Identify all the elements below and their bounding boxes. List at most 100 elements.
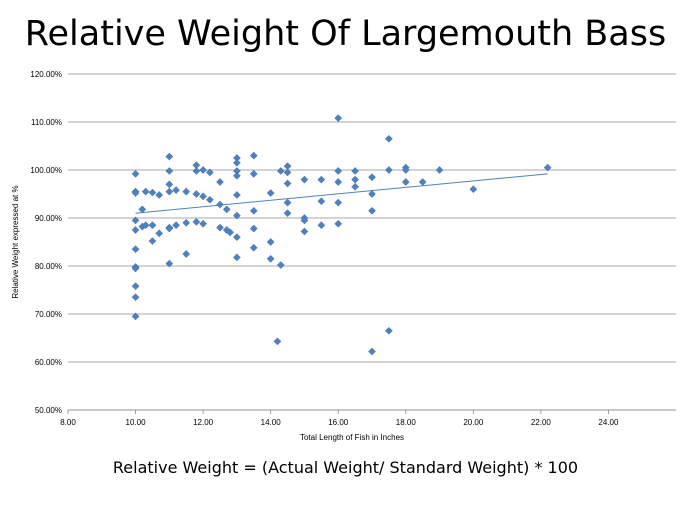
data-point xyxy=(192,190,201,198)
data-point xyxy=(165,187,174,196)
data-point xyxy=(368,173,376,182)
data-point xyxy=(148,188,157,197)
data-point xyxy=(266,238,275,246)
data-point xyxy=(131,216,140,225)
data-point xyxy=(216,200,224,209)
data-point xyxy=(141,221,150,230)
data-point xyxy=(182,218,191,227)
data-point xyxy=(148,221,157,230)
y-tick-label: 100.00% xyxy=(30,166,62,175)
data-point xyxy=(300,227,309,236)
data-point xyxy=(192,167,201,175)
data-point xyxy=(334,219,343,228)
data-point xyxy=(222,205,231,214)
data-point xyxy=(249,169,258,178)
data-point xyxy=(131,282,140,291)
y-tick-label: 80.00% xyxy=(35,262,62,271)
data-point xyxy=(300,175,309,184)
data-point xyxy=(317,197,326,206)
data-point xyxy=(148,237,157,245)
data-point xyxy=(351,167,359,175)
data-point xyxy=(435,166,444,174)
data-point xyxy=(131,189,140,197)
trendline xyxy=(135,173,548,214)
data-point xyxy=(266,189,275,197)
data-point xyxy=(385,326,393,335)
x-tick-label: 12.00 xyxy=(193,418,214,427)
data-point xyxy=(283,179,292,188)
data-point xyxy=(276,261,285,269)
data-point xyxy=(283,168,292,177)
data-point xyxy=(276,167,285,175)
x-tick-label: 18.00 xyxy=(396,418,417,427)
data-point xyxy=(273,337,282,346)
data-point xyxy=(165,180,174,189)
data-point xyxy=(249,206,258,215)
data-point xyxy=(385,166,393,174)
data-point xyxy=(155,191,164,199)
data-point xyxy=(334,114,343,123)
data-point xyxy=(317,221,326,230)
data-point xyxy=(334,167,343,175)
x-tick-label: 22.00 xyxy=(531,418,552,427)
data-point xyxy=(182,250,191,258)
data-point xyxy=(469,185,478,194)
data-point xyxy=(266,254,275,263)
data-point xyxy=(233,158,241,167)
data-point xyxy=(141,187,150,196)
data-point xyxy=(317,175,326,184)
data-point xyxy=(401,178,410,186)
y-tick-label: 60.00% xyxy=(35,358,62,367)
y-axis-label: Relative Weight expressed at % xyxy=(11,185,20,298)
y-tick-label: 70.00% xyxy=(35,310,62,319)
data-point xyxy=(233,211,241,220)
y-tick-label: 50.00% xyxy=(35,406,62,415)
data-point xyxy=(131,293,140,302)
data-point xyxy=(368,206,376,215)
data-point xyxy=(283,209,292,218)
x-tick-label: 14.00 xyxy=(261,418,282,427)
data-point xyxy=(131,245,140,254)
data-point xyxy=(418,178,427,186)
data-point xyxy=(172,221,180,230)
x-axis-label: Total Length of Fish in Inches xyxy=(300,433,404,442)
x-tick-label: 16.00 xyxy=(328,418,349,427)
data-point xyxy=(283,198,292,207)
data-point xyxy=(165,152,174,161)
grid-lines xyxy=(68,73,676,411)
data-point xyxy=(226,228,235,237)
x-tick-label: 24.00 xyxy=(598,418,619,427)
data-point xyxy=(216,223,224,232)
data-point xyxy=(249,224,258,233)
data-point xyxy=(351,175,359,184)
data-point xyxy=(249,151,258,160)
y-tick-label: 120.00% xyxy=(30,70,62,79)
data-point xyxy=(368,190,376,198)
data-point xyxy=(172,186,180,195)
x-tick-label: 8.00 xyxy=(60,418,76,427)
data-point xyxy=(131,312,140,321)
data-point xyxy=(368,347,376,356)
data-point xyxy=(165,224,174,233)
data-point xyxy=(165,259,174,268)
data-point xyxy=(199,166,207,174)
data-point xyxy=(192,217,201,226)
x-tick-label: 10.00 xyxy=(126,418,147,427)
data-point xyxy=(199,192,207,201)
data-point xyxy=(351,182,359,191)
data-point xyxy=(300,216,309,225)
y-tick-label: 110.00% xyxy=(31,118,62,127)
data-point xyxy=(138,205,147,214)
data-point xyxy=(233,171,241,180)
data-point xyxy=(401,166,410,174)
data-point xyxy=(216,178,224,186)
data-point xyxy=(233,191,241,199)
data-point xyxy=(131,169,140,178)
data-point xyxy=(199,219,207,228)
data-point xyxy=(165,167,174,175)
data-point xyxy=(233,253,241,262)
data-point xyxy=(334,178,343,186)
data-point xyxy=(334,198,343,207)
x-tick-label: 20.00 xyxy=(463,418,484,427)
